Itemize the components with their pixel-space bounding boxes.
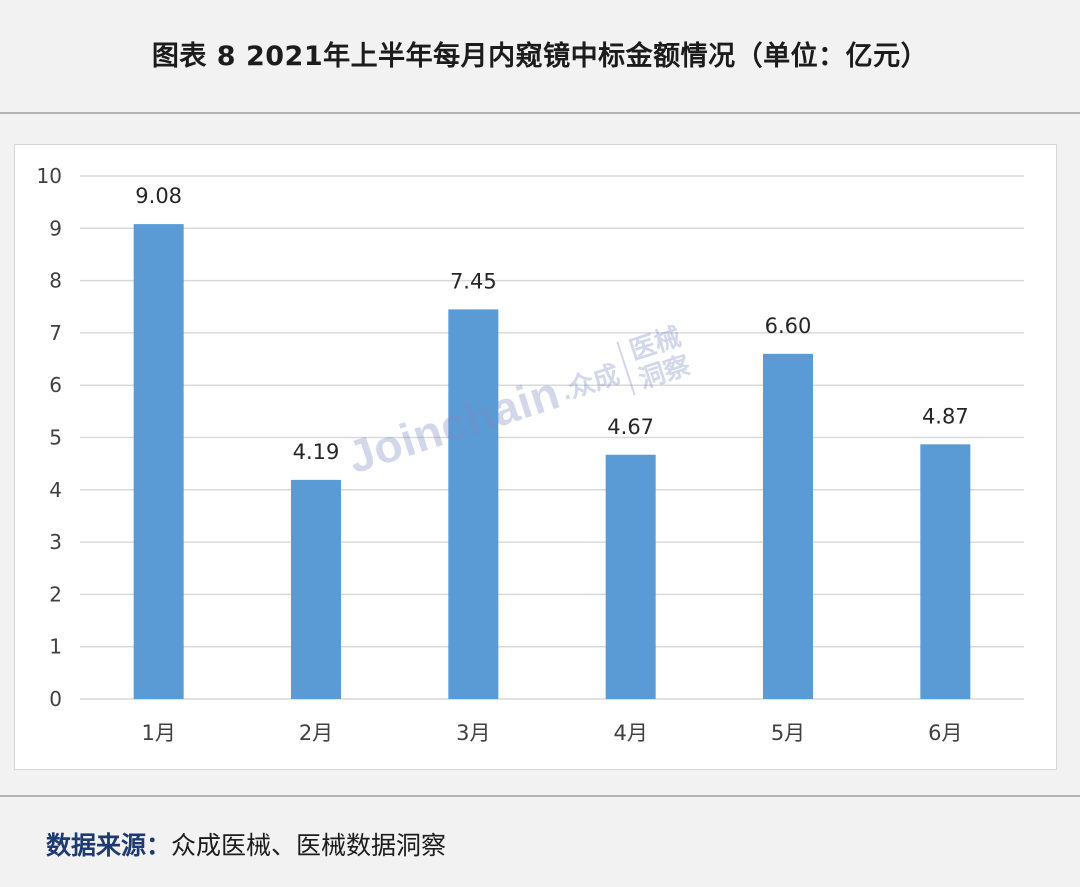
y-tick-label: 9: [49, 216, 62, 240]
chart-title: 图表 8 2021年上半年每月内窥镜中标金额情况（单位：亿元）: [151, 40, 929, 72]
data-label: 6.60: [765, 314, 812, 338]
bar: [605, 454, 656, 699]
y-tick-label: 1: [49, 635, 62, 659]
x-tick-label: 3月: [456, 721, 490, 745]
data-label: 4.19: [293, 440, 340, 464]
y-tick-label: 4: [49, 478, 62, 502]
bar: [448, 309, 499, 699]
source-note: 数据来源：众成医械、医械数据洞察: [46, 826, 446, 862]
y-tick-label: 7: [49, 321, 62, 345]
x-tick-label: 2月: [299, 721, 333, 745]
x-tick-label: 4月: [613, 721, 647, 745]
source-text: 众成医械、医械数据洞察: [171, 831, 447, 860]
footer-divider: [0, 795, 1080, 797]
bar: [291, 479, 341, 699]
data-label: 7.45: [450, 269, 497, 293]
y-tick-label: 2: [49, 582, 62, 606]
chart-panel: [14, 144, 1057, 770]
data-label: 4.67: [607, 415, 654, 439]
y-tick-label: 8: [49, 269, 62, 293]
bar: [920, 444, 971, 699]
source-label: 数据来源：: [46, 831, 172, 860]
bar: [133, 224, 184, 699]
y-tick-label: 3: [49, 530, 62, 554]
bar: [763, 353, 813, 699]
y-tick-label: 5: [49, 426, 62, 450]
y-tick-label: 6: [49, 373, 62, 397]
y-tick-label: 0: [49, 687, 62, 711]
x-tick-label: 5月: [771, 721, 805, 745]
data-label: 4.87: [922, 404, 969, 428]
y-tick-label: 10: [37, 164, 62, 188]
x-tick-label: 6月: [928, 721, 962, 745]
title-bar: 图表 8 2021年上半年每月内窥镜中标金额情况（单位：亿元）: [0, 0, 1080, 114]
x-tick-label: 1月: [141, 721, 175, 745]
data-label: 9.08: [135, 184, 182, 208]
